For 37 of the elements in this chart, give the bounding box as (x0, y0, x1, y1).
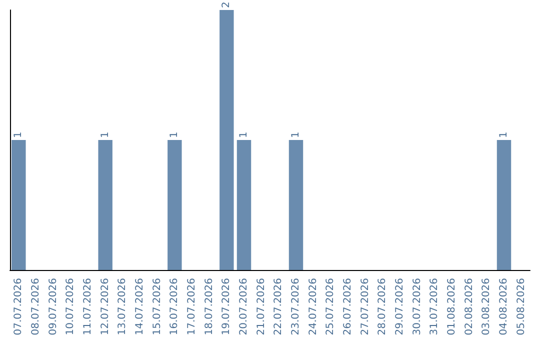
data-label: 2 (221, 2, 232, 8)
x-tick-label: 29.07.2026 (394, 278, 406, 336)
x-tick-label: 15.07.2026 (152, 278, 163, 336)
x-tick-label: 27.07.2026 (360, 278, 371, 336)
x-tick-label: 10.07.2026 (65, 278, 76, 336)
x-tick-label: 01.08.2026 (446, 278, 458, 336)
x-tick-label: 26.07.2026 (342, 278, 354, 336)
x-tick-label: 23.07.2026 (290, 278, 302, 336)
data-label: 1 (498, 132, 510, 138)
x-tick-label: 11.07.2026 (82, 278, 94, 336)
x-tick-label: 22.07.2026 (273, 278, 284, 336)
x-tick-label: 16.07.2026 (169, 278, 180, 336)
x-tick-label: 13.07.2026 (117, 278, 128, 336)
x-tick-label: 31.07.2026 (429, 278, 440, 336)
data-label: 1 (169, 132, 180, 138)
x-tick-label: 28.07.2026 (377, 278, 388, 336)
x-tick-label: 04.08.2026 (498, 278, 510, 336)
x-tick-label: 03.08.2026 (481, 278, 492, 336)
x-tick-label: 12.07.2026 (100, 278, 111, 336)
x-tick-label: 19.07.2026 (221, 278, 232, 336)
x-tick-label: 07.07.2026 (13, 278, 24, 336)
x-tick-label: 09.07.2026 (48, 278, 59, 336)
x-tick-label: 24.07.2026 (308, 278, 319, 336)
x-tick-label: 05.08.2026 (516, 278, 527, 336)
x-tick-label: 02.08.2026 (464, 278, 475, 336)
x-tick-label: 08.07.2026 (30, 278, 42, 336)
data-label: 1 (13, 132, 24, 138)
x-tick-label: 20.07.2026 (238, 278, 250, 336)
x-tick-label: 14.07.2026 (134, 278, 146, 336)
data-label: 1 (100, 132, 111, 138)
x-tick-label: 21.07.2026 (256, 278, 267, 336)
x-tick-label: 17.07.2026 (186, 278, 198, 336)
x-tick-label: 25.07.2026 (325, 278, 336, 336)
x-tick-label: 18.07.2026 (204, 278, 215, 336)
data-label: 1 (238, 132, 250, 138)
data-label: 1 (290, 132, 302, 138)
x-tick-label: 30.07.2026 (412, 278, 423, 336)
